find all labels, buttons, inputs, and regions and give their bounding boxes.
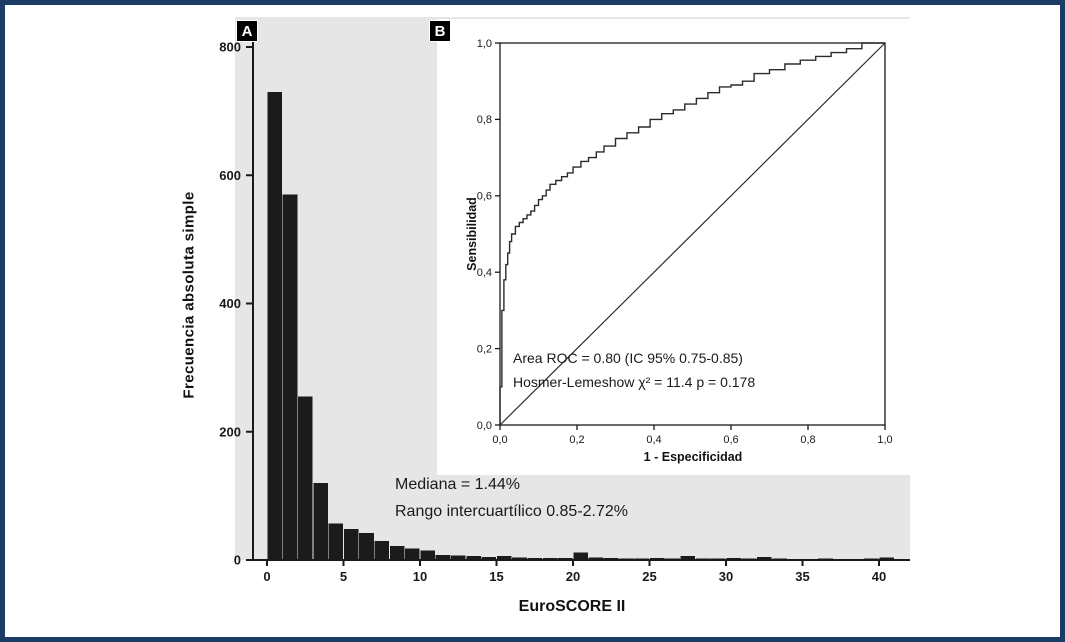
histogram-bar xyxy=(359,533,374,560)
histogram-y-tick-label: 800 xyxy=(219,40,241,55)
histogram-x-tick-label: 30 xyxy=(719,569,733,584)
median-annotation-line1: Mediana = 1.44% xyxy=(395,476,520,493)
roc-x-tick-label: 0,8 xyxy=(800,434,815,446)
roc-x-tick-label: 0,0 xyxy=(492,434,507,446)
roc-annotation-line2: Hosmer-Lemeshow χ² = 11.4 p = 0.178 xyxy=(513,374,756,390)
histogram-x-tick-label: 0 xyxy=(263,569,270,584)
roc-y-tick-label: 0,6 xyxy=(477,191,492,203)
roc-annotation-line1: Area ROC = 0.80 (IC 95% 0.75-0.85) xyxy=(513,350,743,366)
median-annotation-line2: Rango intercuartílico 0.85-2.72% xyxy=(395,503,629,520)
histogram-bar xyxy=(481,556,497,560)
histogram-x-tick-label: 40 xyxy=(872,569,886,584)
roc-y-tick-label: 0,4 xyxy=(477,267,492,279)
histogram-bar xyxy=(313,483,328,560)
histogram-bar xyxy=(328,523,344,560)
histogram-x-tick-label: 35 xyxy=(795,569,809,584)
roc-y-tick-label: 0,0 xyxy=(477,420,492,432)
roc-y-tick-label: 0,8 xyxy=(477,114,492,126)
histogram-bar xyxy=(374,540,390,560)
histogram-x-tick-label: 15 xyxy=(489,569,503,584)
histogram-bar xyxy=(450,555,466,560)
median-annotation: Mediana = 1.44% Rango intercuartílico 0.… xyxy=(395,471,628,525)
histogram-bar xyxy=(267,91,282,560)
histogram-y-axis-label: Frecuencia absoluta simple xyxy=(180,191,198,399)
histogram-y-tick-label: 600 xyxy=(219,168,241,183)
histogram-bar xyxy=(420,550,435,560)
roc-curve xyxy=(499,42,885,425)
histogram-bar xyxy=(756,556,772,560)
histogram-y-tick-label: 200 xyxy=(219,424,241,439)
roc-x-tick-label: 0,4 xyxy=(646,434,661,446)
histogram-bar xyxy=(588,557,604,560)
histogram-bar xyxy=(680,556,696,560)
roc-reference-diagonal xyxy=(499,42,886,426)
histogram-bar xyxy=(282,194,298,561)
histogram-x-tick-label: 5 xyxy=(340,569,347,584)
histogram-bar xyxy=(343,529,359,560)
histogram-x-tick-label: 20 xyxy=(566,569,580,584)
histogram-bar xyxy=(389,545,405,560)
roc-y-axis-label: Sensibilidad xyxy=(465,197,479,271)
roc-x-tick-label: 0,6 xyxy=(723,434,738,446)
panel-a-label: A xyxy=(236,20,258,42)
histogram-bar xyxy=(405,548,420,560)
roc-y-tick-label: 0,2 xyxy=(477,343,492,355)
roc-x-tick-label: 1,0 xyxy=(877,434,892,446)
roc-y-tick-label: 1,0 xyxy=(477,38,492,50)
histogram-x-tick-label: 10 xyxy=(413,569,427,584)
histogram-y-tick-label: 0 xyxy=(234,553,241,568)
roc-annotation: Area ROC = 0.80 (IC 95% 0.75-0.85) Hosme… xyxy=(513,346,755,394)
histogram-bar xyxy=(435,554,451,560)
histogram-x-tick-label: 25 xyxy=(642,569,656,584)
histogram-bar xyxy=(297,396,313,560)
histogram-bar xyxy=(512,557,527,560)
histogram-x-axis-label: EuroSCORE II xyxy=(518,598,626,615)
histogram-bar xyxy=(496,556,512,560)
histogram-bar xyxy=(466,556,481,560)
histogram-bar xyxy=(879,557,894,560)
histogram-bar xyxy=(573,552,588,560)
roc-panel: 0,0 0,2 0,4 0,6 0,8 1,0 0,0 0,2 0,4 0,6 0,8 1,0 xyxy=(437,19,913,475)
roc-x-tick-label: 0,2 xyxy=(569,434,584,446)
panel-b-label: B xyxy=(429,20,451,42)
roc-x-axis-label: 1 - Especificidad xyxy=(643,450,743,464)
histogram-y-tick-label: 400 xyxy=(219,296,241,311)
